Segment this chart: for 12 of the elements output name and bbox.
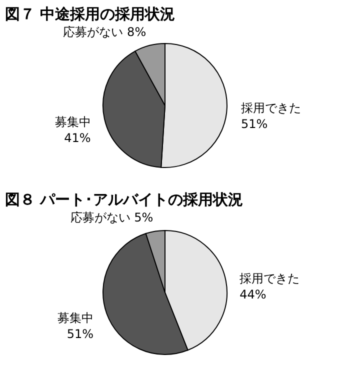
slice-label: 応募がない 5% — [70, 210, 154, 224]
data-label: 41% — [64, 131, 91, 146]
data-label: 44% — [240, 287, 266, 302]
slice-label: 採用できた — [240, 271, 300, 286]
chart-title: 図７ 中途採用の採用状況 — [5, 4, 176, 23]
slice-label: 応募がない 8% — [63, 24, 146, 39]
slice-label: 募集中 — [57, 311, 94, 326]
data-label: 51% — [66, 327, 94, 342]
slice-label: 採用できた — [240, 100, 301, 115]
slice-label: 募集中 — [54, 115, 91, 130]
chart-title: 図８ パート･アルバイトの採用状況 — [5, 190, 244, 208]
data-label: 51% — [240, 116, 268, 131]
